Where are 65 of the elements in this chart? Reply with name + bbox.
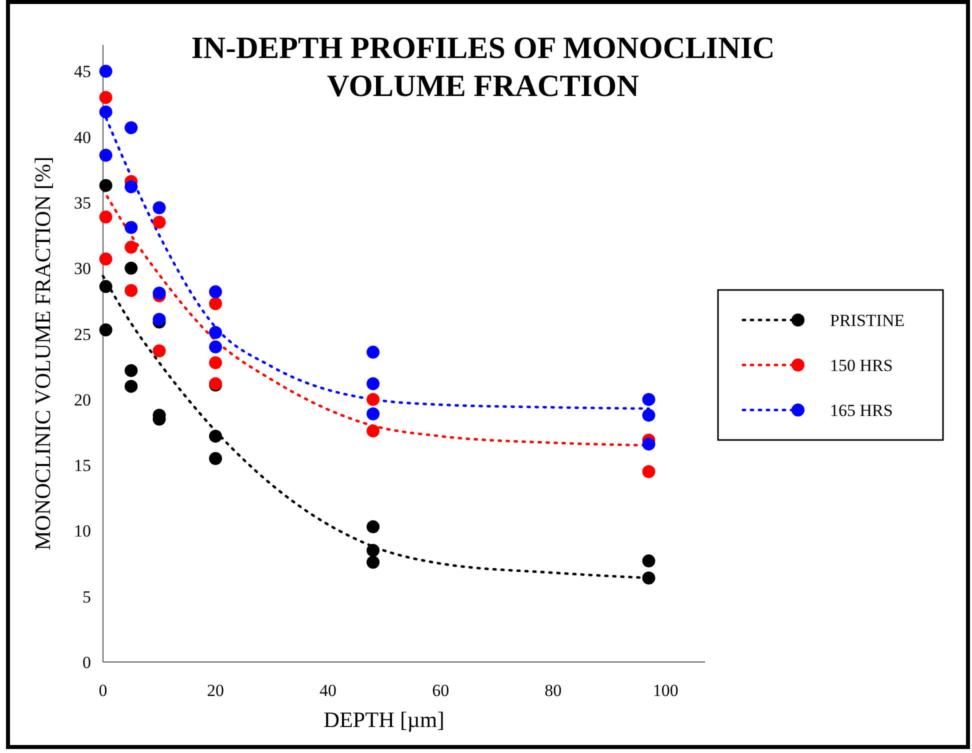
point — [124, 240, 138, 254]
point — [99, 105, 112, 118]
y-axis-title: MONOCLINIC VOLUME FRACTION [%] — [30, 156, 55, 550]
point — [209, 340, 222, 354]
point — [366, 392, 380, 406]
x-tick-label: 60 — [432, 681, 450, 700]
y-tick-label: 10 — [74, 522, 91, 541]
x-tick-label: 20 — [207, 681, 224, 700]
y-tick-label: 25 — [74, 324, 91, 344]
y-tick-label: 45 — [74, 62, 91, 82]
x-tick-label: 80 — [544, 681, 562, 700]
y-tick-label: 35 — [74, 193, 91, 212]
point — [124, 180, 138, 194]
point — [366, 346, 380, 359]
point — [209, 297, 222, 310]
legend-label: 150 HRS — [830, 356, 893, 375]
point — [642, 392, 656, 406]
legend-label: PRISTINE — [830, 310, 905, 330]
y-tick-label: 40 — [74, 128, 91, 147]
point — [642, 438, 656, 451]
point — [209, 430, 222, 443]
point — [124, 380, 138, 393]
point — [366, 424, 380, 438]
point — [99, 64, 112, 78]
point — [124, 121, 138, 134]
point — [642, 571, 656, 584]
x-tick-label: 40 — [320, 681, 337, 700]
point — [152, 344, 166, 358]
y-tick-label: 20 — [74, 390, 91, 410]
point — [152, 201, 166, 214]
point — [99, 148, 112, 162]
point — [152, 312, 166, 326]
y-tick-label: 30 — [74, 259, 91, 278]
point — [209, 452, 222, 466]
point — [209, 356, 222, 370]
point — [642, 408, 656, 422]
y-tick-label: 5 — [82, 587, 91, 606]
point — [209, 285, 222, 298]
y-tick-label: 15 — [74, 456, 91, 476]
legend-label: 165 HRS — [830, 400, 893, 420]
point — [152, 216, 166, 229]
point — [642, 554, 656, 568]
point — [366, 556, 380, 569]
point — [152, 286, 166, 300]
point — [99, 280, 112, 294]
point — [99, 178, 112, 192]
point — [99, 252, 112, 266]
x-axis-title: DEPTH [µm] — [324, 707, 444, 732]
point — [366, 407, 380, 420]
point — [99, 91, 112, 104]
point — [99, 210, 112, 224]
point — [124, 364, 138, 378]
point — [99, 323, 112, 336]
point — [642, 465, 656, 478]
chart-title: IN-DEPTH PROFILES OF MONOCLINIC VOLUME FRACTION — [191, 30, 775, 103]
point — [209, 326, 222, 339]
point — [124, 220, 138, 234]
point — [366, 544, 380, 557]
point — [366, 520, 380, 534]
y-tick-label: 0 — [82, 652, 91, 672]
point — [124, 284, 138, 297]
x-tick-label: 0 — [98, 681, 108, 700]
point — [366, 377, 380, 390]
point — [124, 262, 138, 275]
x-tick-label: 100 — [652, 681, 678, 700]
